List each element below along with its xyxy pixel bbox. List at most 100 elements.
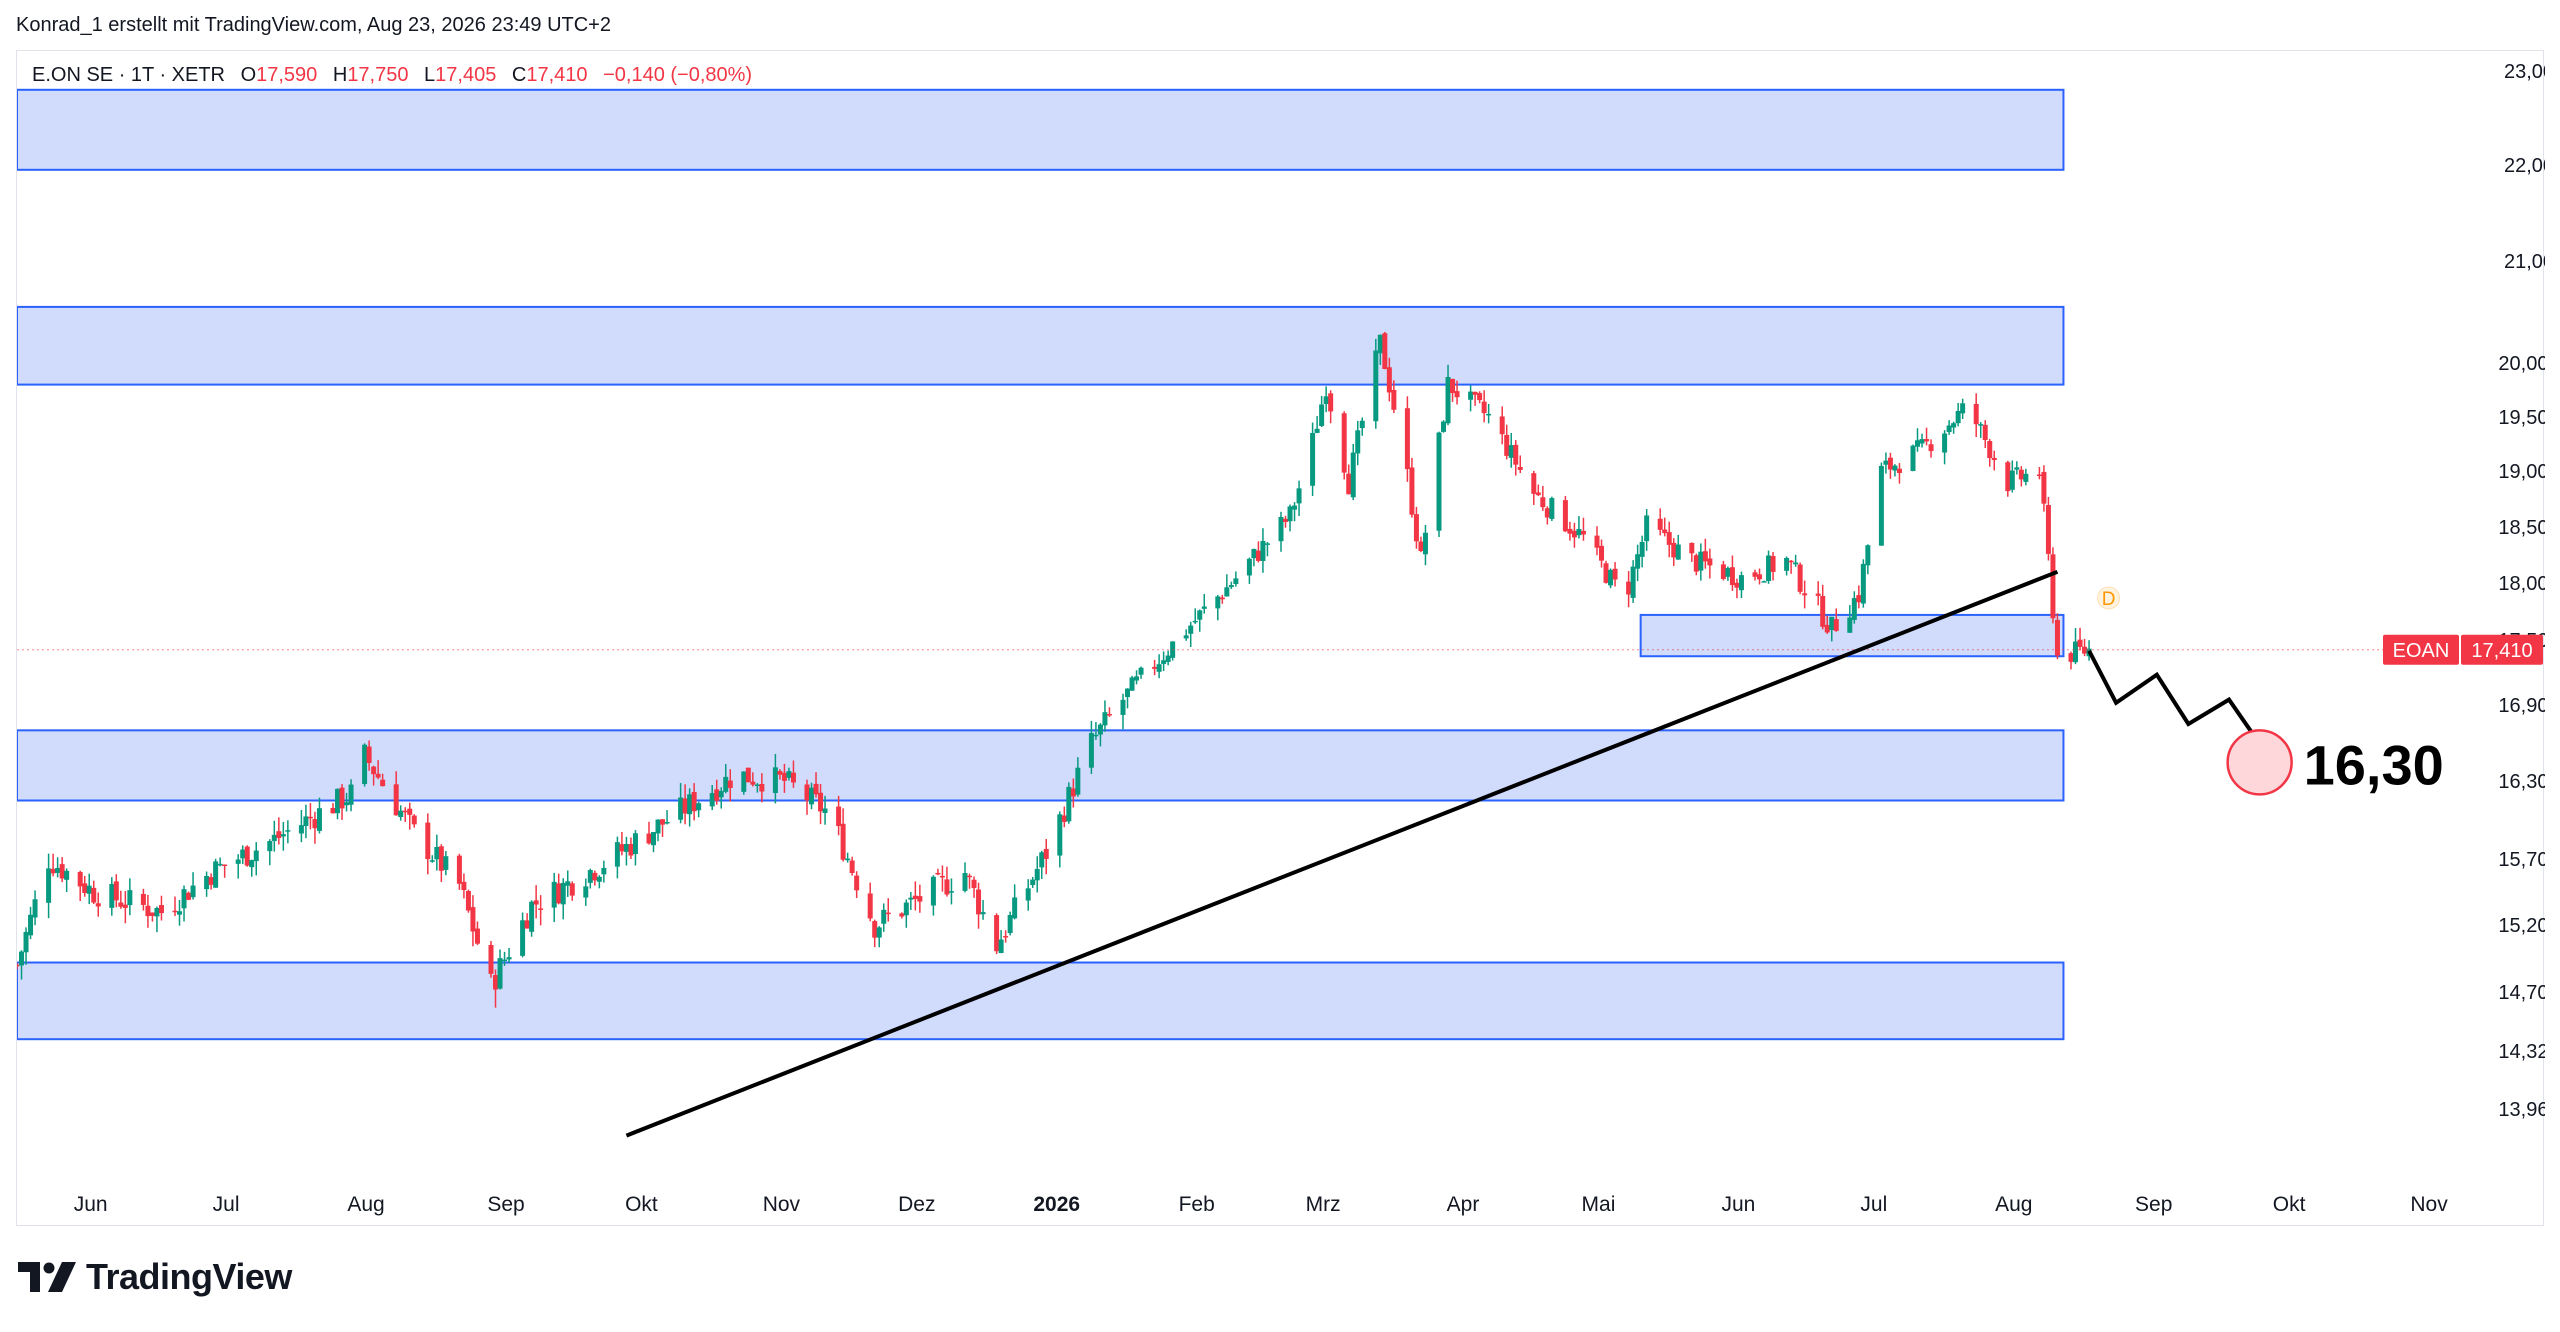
last-price-symbol-box xyxy=(2383,634,2459,665)
candle xyxy=(1833,608,1839,632)
candle-body xyxy=(1531,473,1537,494)
time-axis-label: Mrz xyxy=(1306,1193,1341,1216)
candle xyxy=(1003,930,1009,943)
candle xyxy=(1793,554,1799,567)
candle-body xyxy=(587,870,593,883)
candle-body xyxy=(1251,549,1257,559)
candle xyxy=(55,857,61,878)
candle-body xyxy=(538,908,544,910)
candle xyxy=(718,787,724,809)
candle-body xyxy=(217,863,223,866)
candle-body xyxy=(944,879,950,895)
price-axis-label: 18,500 xyxy=(2498,517,2545,539)
candle-body xyxy=(818,792,824,812)
candle xyxy=(1377,334,1383,365)
candle-body xyxy=(772,767,778,794)
candle xyxy=(1784,556,1790,576)
candle-body xyxy=(682,798,688,814)
candle xyxy=(1409,457,1415,518)
candle xyxy=(1689,542,1695,562)
candle-body xyxy=(1450,378,1456,394)
candle-body xyxy=(1066,786,1072,822)
candle xyxy=(867,882,873,922)
candle xyxy=(118,890,124,909)
candle-body xyxy=(980,912,986,915)
candle-body xyxy=(1201,606,1207,609)
candle xyxy=(1219,594,1225,604)
candle xyxy=(1978,422,1984,438)
candle xyxy=(1820,584,1826,630)
candle-body xyxy=(1973,403,1979,425)
candle xyxy=(1517,455,1523,474)
candle-body xyxy=(935,872,941,875)
candle xyxy=(1824,615,1830,634)
candle-body xyxy=(1549,498,1555,519)
legend-open-label: O xyxy=(240,64,257,86)
candle xyxy=(1278,511,1284,552)
candle-body xyxy=(1341,413,1347,473)
candle xyxy=(1883,452,1889,474)
candle-body xyxy=(1738,575,1744,591)
candle-body xyxy=(2036,474,2042,477)
candle-body xyxy=(678,797,684,820)
candle-body xyxy=(493,975,499,990)
candle xyxy=(1829,616,1835,642)
legend-symbol[interactable]: E.ON SE · 1T · XETR xyxy=(32,64,225,86)
candle-body xyxy=(660,819,666,825)
candle xyxy=(307,803,313,830)
candle-body xyxy=(714,789,720,801)
candle xyxy=(781,763,787,793)
candle xyxy=(786,767,792,781)
candle-body xyxy=(1278,516,1284,542)
candle-body xyxy=(908,897,914,900)
candle xyxy=(628,837,634,860)
candle-body xyxy=(1892,465,1898,471)
candle xyxy=(1562,495,1568,533)
candle-body xyxy=(307,816,313,819)
candle-body xyxy=(298,825,304,834)
candle xyxy=(1323,386,1329,413)
price-axis-label: 19,500 xyxy=(2498,407,2545,429)
price-axis-label: 15,200 xyxy=(2498,915,2545,937)
candle-body xyxy=(1562,500,1568,532)
candle-body xyxy=(1797,564,1803,592)
candle-body xyxy=(1129,677,1135,691)
candle-body xyxy=(1567,528,1573,534)
last-price-value: 17,410 xyxy=(2471,640,2532,662)
candle xyxy=(82,875,88,897)
candle-body xyxy=(1125,688,1131,698)
candle-body xyxy=(1924,439,1930,442)
candle-body xyxy=(1991,457,1997,461)
candle xyxy=(840,808,846,862)
candle xyxy=(845,852,851,863)
candle xyxy=(1152,659,1158,676)
candle-body xyxy=(632,833,638,854)
candle xyxy=(1720,560,1726,581)
footer-brand[interactable]: TradingView xyxy=(18,1256,292,1298)
chart-svg[interactable]: 16,30 D 23,00 22,00 21,00 20,000 19,500 19,000… xyxy=(17,51,2545,1227)
candle-body xyxy=(1377,334,1383,354)
candle-body xyxy=(1215,596,1221,609)
candle-body xyxy=(204,875,210,890)
candle xyxy=(1012,884,1018,920)
candle-body xyxy=(1540,497,1546,508)
candle-body xyxy=(1662,529,1668,534)
candle-body xyxy=(1097,724,1103,735)
candle xyxy=(1666,521,1672,558)
candle-body xyxy=(1824,624,1830,633)
candle xyxy=(1847,605,1853,633)
candle xyxy=(240,845,246,865)
candle-body xyxy=(1752,572,1758,577)
candle xyxy=(244,845,250,867)
candle-body xyxy=(1535,492,1541,496)
candle xyxy=(1188,621,1194,647)
last-price-value-box xyxy=(2461,634,2543,665)
candle xyxy=(1878,462,1884,546)
chart-panel[interactable]: 16,30 D 23,00 22,00 21,00 20,000 19,500 19,000… xyxy=(16,50,2545,1227)
candle xyxy=(1499,406,1505,445)
candle xyxy=(777,769,783,780)
candle-body xyxy=(1391,389,1397,410)
candle-body xyxy=(872,921,878,938)
candle xyxy=(1752,569,1758,581)
candle-body xyxy=(1102,712,1108,726)
